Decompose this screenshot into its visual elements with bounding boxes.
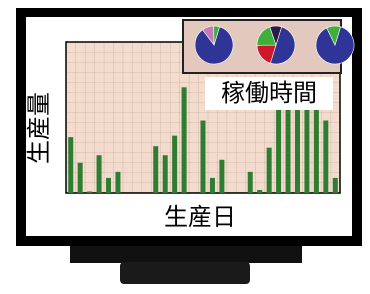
- bar: [323, 121, 328, 193]
- bar: [153, 146, 158, 193]
- bar: [210, 178, 215, 193]
- bar: [295, 110, 300, 193]
- bar: [68, 137, 73, 193]
- monitor: 生産日 生産量 稼働時間: [0, 0, 370, 290]
- bar: [276, 110, 281, 193]
- x-axis-label: 生産日: [164, 203, 236, 231]
- y-axis-label: 生産量: [25, 92, 53, 164]
- bar: [106, 178, 111, 193]
- bar: [333, 178, 338, 193]
- bar: [97, 155, 102, 193]
- pies: [195, 26, 354, 64]
- bar: [201, 121, 206, 193]
- bar: [248, 172, 253, 193]
- bar: [314, 110, 319, 193]
- bar: [257, 190, 262, 193]
- bar: [172, 136, 177, 193]
- bar: [163, 155, 168, 193]
- bar: [115, 172, 120, 193]
- bar: [78, 163, 83, 193]
- bar: [304, 110, 309, 193]
- bar: [286, 110, 291, 193]
- monitor-stand: [120, 262, 250, 284]
- pie-panel-title: 稼働時間: [221, 79, 317, 107]
- bar: [219, 160, 224, 193]
- bar: [87, 191, 92, 193]
- bar: [182, 87, 187, 193]
- bar: [267, 148, 272, 193]
